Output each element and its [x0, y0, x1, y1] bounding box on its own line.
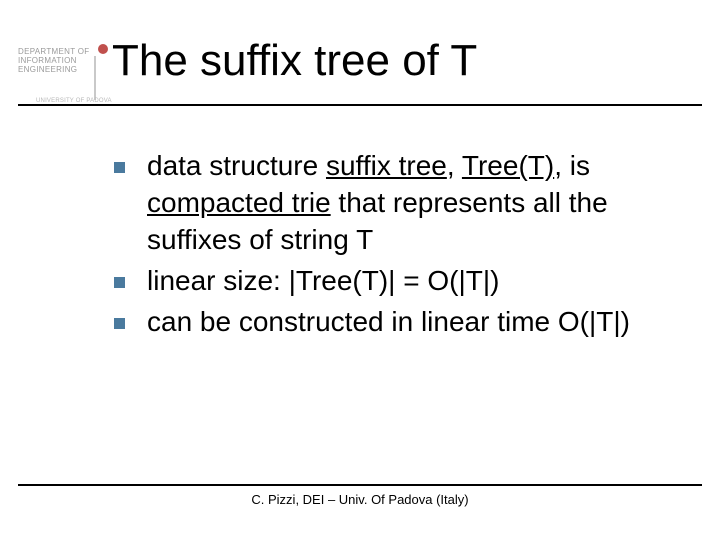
list-item: linear size: |Tree(T)| = O(|T|) — [114, 263, 674, 300]
title-underline — [18, 104, 702, 106]
slide-title: The suffix tree of T — [112, 36, 477, 86]
list-item: data structure suffix tree, Tree(T), is … — [114, 148, 674, 259]
bullet-icon — [114, 277, 125, 288]
bullet-icon — [114, 318, 125, 329]
logo-text: DEPARTMENT OF INFORMATION ENGINEERING — [18, 48, 103, 74]
list-item: can be constructed in linear time O(|T|) — [114, 304, 674, 341]
bullet-icon — [114, 162, 125, 173]
underline-text: suffix tree — [326, 150, 447, 181]
underline-text: Tree(T) — [462, 150, 554, 181]
slide: DEPARTMENT OF INFORMATION ENGINEERING UN… — [0, 0, 720, 540]
footer-text: C. Pizzi, DEI – Univ. Of Padova (Italy) — [0, 492, 720, 507]
footer-rule — [18, 484, 702, 486]
logo-line-3: ENGINEERING — [18, 66, 103, 75]
text-segment: data structure — [147, 150, 326, 181]
text-segment: , — [447, 150, 462, 181]
text-segment: , is — [554, 150, 590, 181]
list-item-text: can be constructed in linear time O(|T|) — [147, 304, 630, 341]
list-item-text: data structure suffix tree, Tree(T), is … — [147, 148, 674, 259]
list-item-text: linear size: |Tree(T)| = O(|T|) — [147, 263, 499, 300]
underline-text: compacted trie — [147, 187, 331, 218]
slide-body: data structure suffix tree, Tree(T), is … — [114, 148, 674, 345]
